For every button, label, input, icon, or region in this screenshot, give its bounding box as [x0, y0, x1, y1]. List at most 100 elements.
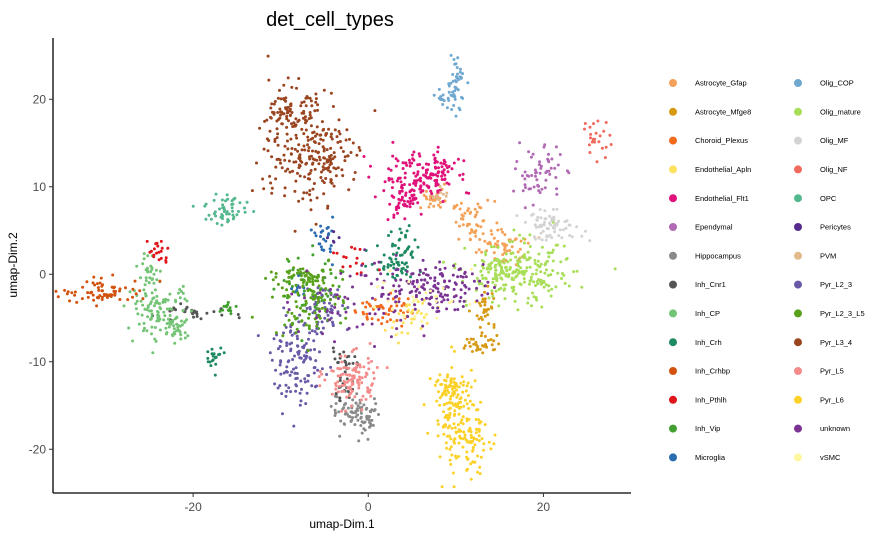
point	[214, 355, 218, 359]
point	[404, 193, 408, 197]
point	[465, 450, 469, 454]
point	[86, 295, 90, 299]
point	[273, 382, 277, 386]
point	[533, 258, 537, 262]
point	[486, 338, 490, 342]
point	[472, 436, 476, 440]
point	[275, 333, 279, 337]
x-tick-label: 0	[365, 500, 372, 514]
point	[411, 282, 415, 286]
point	[437, 166, 440, 170]
point	[191, 312, 195, 316]
point	[162, 298, 165, 302]
point	[473, 379, 477, 383]
point	[474, 418, 478, 421]
point	[304, 342, 308, 345]
legend-item: Astrocyte_Mfge8	[669, 107, 751, 116]
point	[502, 242, 506, 246]
point	[302, 309, 306, 313]
point	[461, 415, 465, 419]
point	[467, 287, 471, 291]
point	[168, 307, 172, 311]
point	[191, 204, 195, 208]
point	[312, 182, 316, 185]
point	[487, 270, 491, 274]
point	[373, 298, 377, 302]
point	[315, 332, 319, 336]
point	[521, 189, 525, 193]
point	[400, 267, 404, 271]
point	[287, 308, 291, 312]
point	[334, 411, 338, 415]
point	[480, 273, 484, 277]
point	[175, 322, 179, 326]
point	[510, 245, 514, 249]
point	[404, 272, 408, 276]
point	[395, 319, 399, 322]
point	[441, 295, 445, 299]
point	[456, 72, 459, 76]
point	[287, 119, 290, 123]
point	[285, 106, 289, 110]
point	[323, 262, 327, 266]
point	[358, 375, 361, 379]
point	[534, 174, 537, 178]
point	[535, 218, 539, 222]
point	[166, 246, 170, 250]
point	[457, 237, 461, 241]
point	[468, 302, 472, 306]
point	[285, 132, 289, 136]
point	[344, 138, 348, 142]
point	[452, 422, 456, 426]
point	[443, 266, 447, 270]
point	[245, 200, 249, 204]
legend-item: Inh_Cnr1	[669, 280, 726, 289]
point	[475, 286, 479, 290]
point	[316, 301, 320, 305]
point	[158, 328, 162, 332]
point	[143, 326, 146, 330]
point	[288, 282, 291, 286]
point	[407, 303, 411, 307]
point	[538, 265, 542, 269]
point	[150, 266, 154, 270]
point	[276, 111, 280, 114]
point	[305, 354, 309, 358]
point	[447, 90, 451, 94]
point	[547, 169, 551, 173]
point	[452, 295, 456, 299]
point	[367, 367, 371, 371]
point	[408, 196, 412, 200]
point	[297, 77, 301, 80]
point	[368, 415, 371, 419]
point	[431, 173, 435, 177]
point	[342, 403, 346, 407]
point	[382, 189, 386, 193]
point	[169, 322, 173, 326]
point	[343, 159, 347, 163]
point	[543, 209, 547, 213]
point	[319, 296, 323, 300]
point	[293, 354, 296, 358]
point	[362, 427, 366, 431]
point	[508, 240, 512, 244]
point	[469, 477, 473, 481]
point	[302, 294, 306, 297]
point	[307, 312, 311, 316]
point	[305, 391, 309, 395]
point	[476, 345, 480, 349]
point	[313, 302, 317, 306]
point	[324, 239, 328, 243]
point	[297, 274, 301, 277]
point	[556, 163, 560, 167]
point	[364, 407, 368, 411]
point	[95, 304, 99, 308]
point	[479, 269, 483, 273]
point	[143, 283, 147, 287]
point	[448, 279, 451, 283]
legend-label: Inh_Pthlh	[695, 395, 727, 404]
point	[412, 317, 416, 321]
point	[483, 239, 487, 243]
point	[461, 305, 465, 308]
point	[303, 377, 307, 381]
